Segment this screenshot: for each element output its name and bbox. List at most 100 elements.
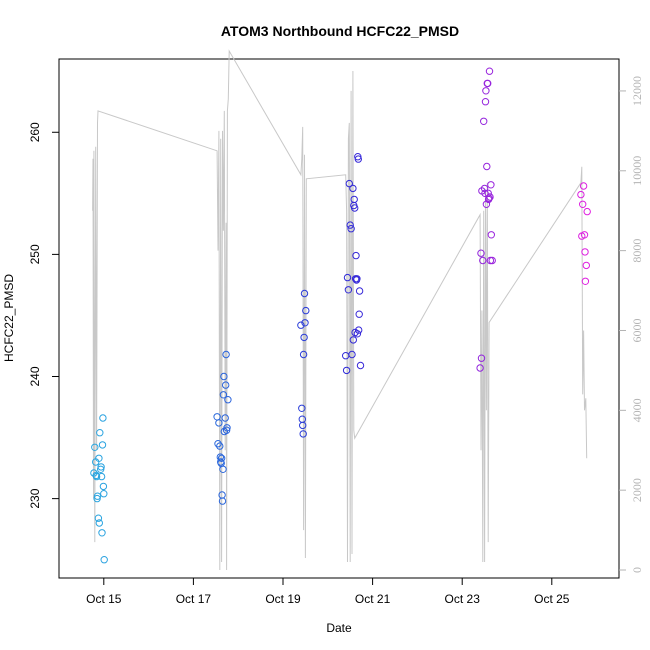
data-point (219, 465, 227, 473)
data-point (221, 414, 229, 422)
data-point (355, 326, 363, 334)
data-point (477, 249, 485, 257)
data-point (355, 310, 363, 318)
data-point (302, 306, 310, 315)
data-point (298, 415, 306, 423)
y-tick-label: 240 (28, 366, 42, 386)
data-point (299, 430, 307, 438)
data-point (90, 469, 98, 477)
data-point (99, 482, 108, 491)
y2-tick-label: 8000 (630, 239, 644, 263)
data-point (351, 204, 359, 212)
x-tick-label: Oct 19 (265, 592, 301, 606)
data-point (356, 361, 365, 370)
data-point (92, 471, 100, 480)
altitude-line (92, 49, 588, 571)
data-point (216, 442, 224, 450)
x-axis: Oct 15 Oct 17 Oct 19 Oct 21 Oct 23 Oct 25 (86, 578, 570, 606)
data-point (214, 440, 222, 448)
y2-tick-label: 2000 (630, 478, 644, 502)
data-point (98, 441, 107, 449)
data-point (482, 200, 491, 209)
points-layer (90, 67, 591, 564)
data-point (218, 497, 227, 505)
data-point (487, 181, 495, 189)
data-point (93, 494, 101, 503)
data-point (345, 179, 353, 188)
data-point (95, 454, 103, 462)
data-point (219, 391, 228, 399)
data-point (476, 364, 484, 372)
data-point (98, 529, 106, 537)
data-point (481, 189, 489, 198)
data-point (298, 404, 306, 412)
data-point (347, 225, 355, 233)
y-axis-label: HCFC22_PMSD (2, 274, 16, 362)
data-point (94, 514, 103, 522)
data-point (97, 463, 105, 471)
data-point (355, 287, 364, 295)
data-point (482, 87, 490, 95)
data-point (215, 419, 223, 427)
data-point (217, 454, 226, 462)
y2-tick-label: 6000 (630, 318, 644, 342)
y-axis-left: 230 240 250 260 (28, 122, 59, 509)
data-point (96, 429, 104, 437)
x-tick-label: Oct 15 (86, 592, 122, 606)
y-tick-label: 230 (28, 488, 42, 508)
data-point (487, 231, 495, 239)
data-point (479, 256, 487, 265)
data-point (300, 333, 308, 342)
data-point (580, 231, 589, 239)
data-point (297, 321, 305, 329)
data-point (481, 98, 490, 106)
data-point (484, 79, 492, 88)
y-tick-label: 250 (28, 244, 42, 264)
data-point (582, 261, 590, 270)
data-point (348, 350, 356, 359)
data-point (477, 354, 486, 362)
y2-tick-label: 0 (630, 567, 644, 573)
y2-tick-label: 10000 (630, 156, 644, 186)
data-point (300, 289, 309, 298)
data-point (485, 194, 493, 202)
data-point (95, 519, 104, 527)
data-point (222, 350, 230, 359)
data-point (343, 273, 352, 282)
data-point (97, 472, 106, 481)
data-point (353, 330, 362, 338)
data-point (301, 319, 309, 327)
data-point (99, 414, 107, 422)
data-point (220, 372, 228, 381)
data-point (485, 67, 494, 75)
data-point (222, 381, 230, 389)
y2-tick-label: 12000 (630, 76, 644, 106)
data-point (100, 556, 108, 564)
data-point (352, 251, 360, 260)
data-point (577, 190, 585, 199)
data-point (223, 424, 231, 432)
data-point (583, 207, 591, 216)
data-point (344, 286, 353, 294)
data-point (224, 396, 232, 404)
y-tick-label: 260 (28, 122, 42, 142)
x-tick-label: Oct 23 (445, 592, 481, 606)
data-point (486, 193, 494, 201)
x-axis-label: Date (326, 621, 352, 635)
data-point (483, 162, 491, 171)
x-tick-label: Oct 21 (355, 592, 391, 606)
data-point (91, 443, 99, 451)
data-point (346, 221, 354, 229)
data-point (299, 350, 308, 359)
data-point (579, 200, 587, 209)
x-tick-label: Oct 17 (176, 592, 212, 606)
data-point (581, 277, 590, 285)
y2-tick-label: 4000 (630, 398, 644, 422)
data-point (480, 184, 489, 193)
data-point (579, 182, 588, 190)
data-point (581, 248, 589, 256)
altitude-line-layer (92, 49, 588, 571)
x-tick-label: Oct 25 (534, 592, 570, 606)
plot-area-frame (58, 58, 620, 579)
